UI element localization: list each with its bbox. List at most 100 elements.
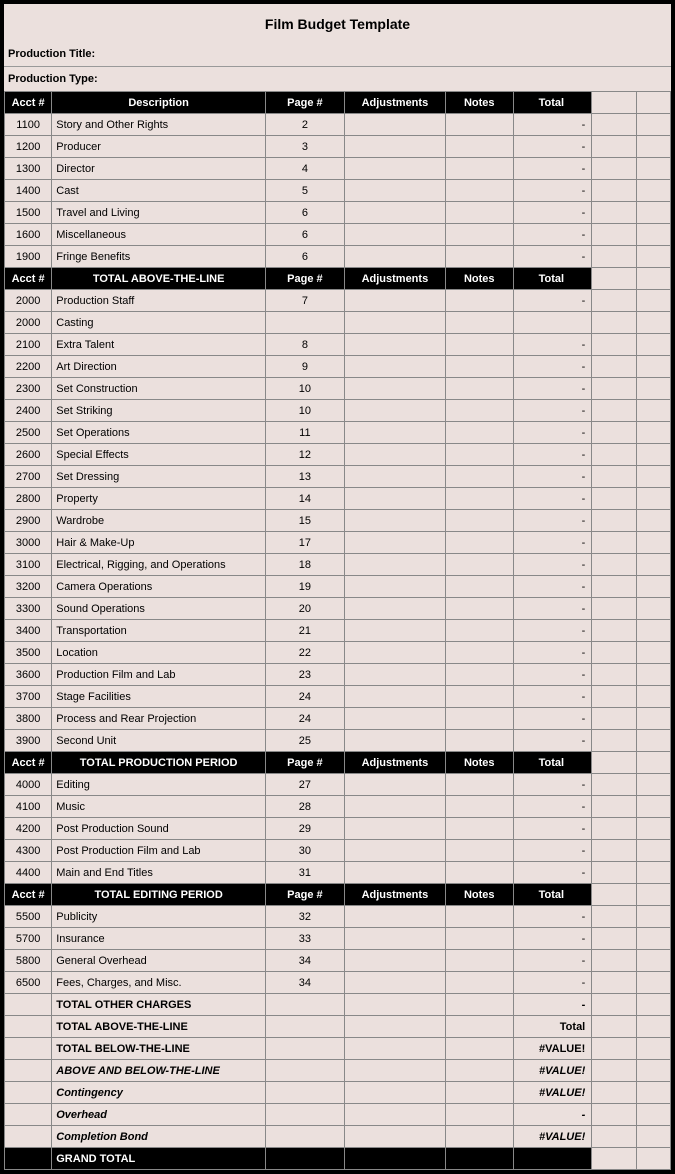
production-type-label: Production Type:: [4, 67, 671, 91]
cell-page: 8: [266, 334, 345, 356]
cell-page: 33: [266, 928, 345, 950]
table-row: 2700Set Dressing13-: [5, 466, 671, 488]
cell-page: 20: [266, 598, 345, 620]
budget-container: Film Budget Template Production Title: P…: [0, 0, 675, 1174]
cell-total: -: [513, 664, 592, 686]
extra-cell: [637, 708, 671, 730]
extra-cell: [592, 884, 637, 906]
header-total: Total: [513, 752, 592, 774]
cell-notes: [446, 730, 514, 752]
cell-desc: Transportation: [52, 620, 266, 642]
cell-adj: [344, 136, 445, 158]
extra-cell: [592, 136, 637, 158]
cell-desc: Set Striking: [52, 400, 266, 422]
cell-total: #VALUE!: [513, 1126, 592, 1148]
cell-total: -: [513, 356, 592, 378]
cell-desc: Hair & Make-Up: [52, 532, 266, 554]
cell-total: [513, 312, 592, 334]
cell-adj: [344, 510, 445, 532]
cell-page: 34: [266, 950, 345, 972]
cell-notes: [446, 510, 514, 532]
table-row: 1900Fringe Benefits6-: [5, 246, 671, 268]
extra-cell: [637, 818, 671, 840]
header-acct: Acct #: [5, 752, 52, 774]
cell-desc: Director: [52, 158, 266, 180]
cell-page: 4: [266, 158, 345, 180]
extra-cell: [637, 268, 671, 290]
table-row: 3600Production Film and Lab23-: [5, 664, 671, 686]
header-notes: Notes: [446, 752, 514, 774]
cell-page: 22: [266, 642, 345, 664]
table-row: 5700Insurance33-: [5, 928, 671, 950]
extra-cell: [592, 444, 637, 466]
header-desc: TOTAL ABOVE-THE-LINE: [52, 268, 266, 290]
summary-row: Contingency#VALUE!: [5, 1082, 671, 1104]
extra-cell: [637, 114, 671, 136]
cell-total: -: [513, 400, 592, 422]
cell-notes: [446, 356, 514, 378]
extra-cell: [592, 598, 637, 620]
extra-cell: [592, 532, 637, 554]
header-adj: Adjustments: [344, 752, 445, 774]
extra-cell: [637, 312, 671, 334]
extra-cell: [592, 488, 637, 510]
extra-cell: [637, 1104, 671, 1126]
cell-acct: 4100: [5, 796, 52, 818]
cell-page: 23: [266, 664, 345, 686]
cell-acct: 3300: [5, 598, 52, 620]
cell-adj: [344, 862, 445, 884]
table-row: 3300Sound Operations20-: [5, 598, 671, 620]
cell-desc: Wardrobe: [52, 510, 266, 532]
extra-cell: [592, 356, 637, 378]
extra-cell: [592, 268, 637, 290]
header-adj: Adjustments: [344, 268, 445, 290]
extra-cell: [592, 752, 637, 774]
cell-acct: 2200: [5, 356, 52, 378]
extra-cell: [637, 554, 671, 576]
cell-page: 5: [266, 180, 345, 202]
extra-cell: [637, 1016, 671, 1038]
cell-notes: [446, 642, 514, 664]
extra-cell: [592, 202, 637, 224]
extra-cell: [592, 840, 637, 862]
header-total: Total: [513, 884, 592, 906]
table-row: 2600Special Effects12-: [5, 444, 671, 466]
table-row: 2000Production Staff7-: [5, 290, 671, 312]
cell-acct: 3400: [5, 620, 52, 642]
extra-cell: [592, 246, 637, 268]
extra-cell: [592, 466, 637, 488]
table-row: 3800Process and Rear Projection24-: [5, 708, 671, 730]
cell-acct: 2000: [5, 312, 52, 334]
cell-acct: [5, 1148, 52, 1170]
extra-cell: [592, 1038, 637, 1060]
extra-cell: [592, 664, 637, 686]
header-notes: Notes: [446, 884, 514, 906]
extra-cell: [592, 510, 637, 532]
extra-cell: [637, 1126, 671, 1148]
extra-cell: [637, 598, 671, 620]
header-total: Total: [513, 92, 592, 114]
cell-desc: Fees, Charges, and Misc.: [52, 972, 266, 994]
cell-adj: [344, 686, 445, 708]
cell-adj: [344, 334, 445, 356]
cell-acct: 1600: [5, 224, 52, 246]
cell-adj: [344, 488, 445, 510]
cell-total: Total: [513, 1016, 592, 1038]
cell-total: -: [513, 246, 592, 268]
extra-cell: [637, 510, 671, 532]
cell-desc: TOTAL ABOVE-THE-LINE: [52, 1016, 266, 1038]
cell-desc: Process and Rear Projection: [52, 708, 266, 730]
cell-desc: Music: [52, 796, 266, 818]
cell-page: [266, 994, 345, 1016]
extra-cell: [637, 488, 671, 510]
extra-cell: [637, 1038, 671, 1060]
cell-acct: 3500: [5, 642, 52, 664]
cell-notes: [446, 180, 514, 202]
header-desc: TOTAL PRODUCTION PERIOD: [52, 752, 266, 774]
cell-adj: [344, 312, 445, 334]
header-desc: Description: [52, 92, 266, 114]
extra-cell: [637, 884, 671, 906]
cell-total: -: [513, 422, 592, 444]
cell-notes: [446, 994, 514, 1016]
summary-row: Overhead-: [5, 1104, 671, 1126]
